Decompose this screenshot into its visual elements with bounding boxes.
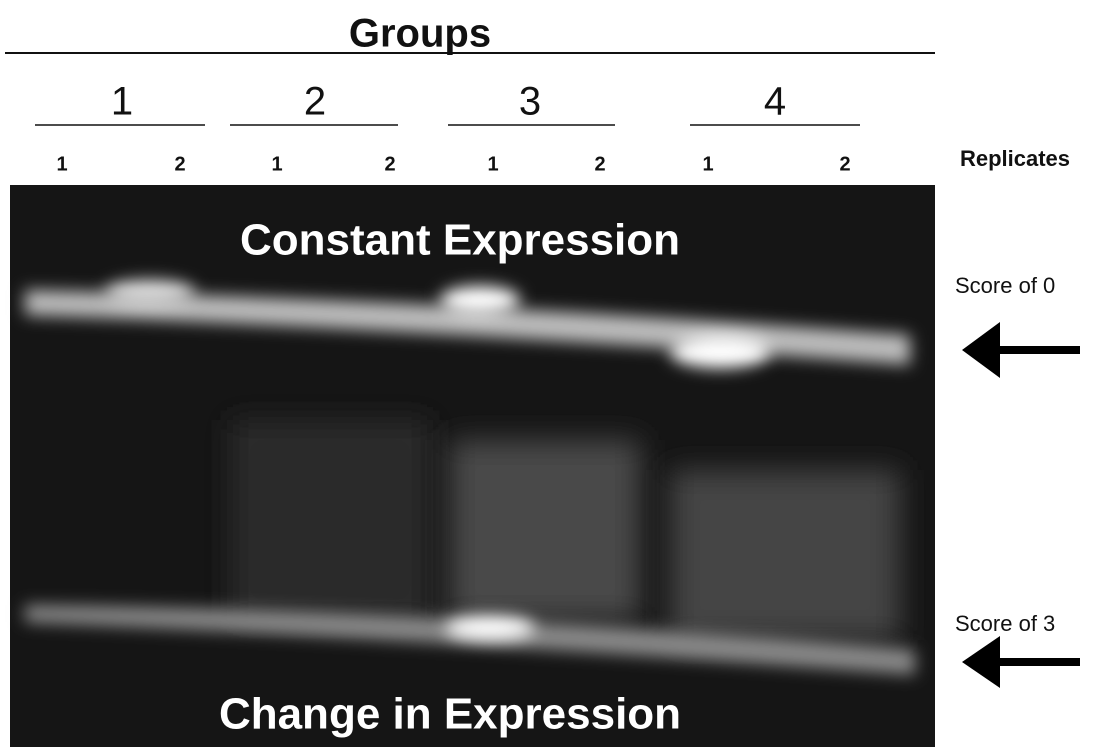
score-label: Score of 0 (955, 273, 1055, 298)
group-label: 2 (304, 80, 326, 124)
score-label: Score of 3 (955, 611, 1055, 636)
group-label: 4 (764, 80, 786, 124)
figure-title: Groups (349, 12, 491, 56)
replicate-label: 1 (56, 153, 67, 175)
replicate-label: 2 (174, 153, 185, 175)
replicate-label: 1 (702, 153, 713, 175)
gel: Constant Expression Change in Expression (10, 185, 935, 747)
replicate-label: 1 (271, 153, 282, 175)
replicate-label: 2 (384, 153, 395, 175)
gel-bottom-label: Change in Expression (219, 690, 681, 739)
group-labels: 1 1 2 2 1 2 3 1 2 4 1 2 (35, 80, 860, 176)
group-label: 1 (111, 80, 133, 124)
replicate-label: 1 (487, 153, 498, 175)
replicates-label: Replicates (960, 146, 1070, 171)
gel-top-label: Constant Expression (240, 216, 680, 265)
figure: Groups Replicates Constant Expression Ch… (0, 0, 1107, 747)
replicate-label: 2 (839, 153, 850, 175)
replicate-label: 2 (594, 153, 605, 175)
arrow (962, 636, 1080, 688)
group-label: 3 (519, 80, 541, 124)
arrow (962, 322, 1080, 378)
